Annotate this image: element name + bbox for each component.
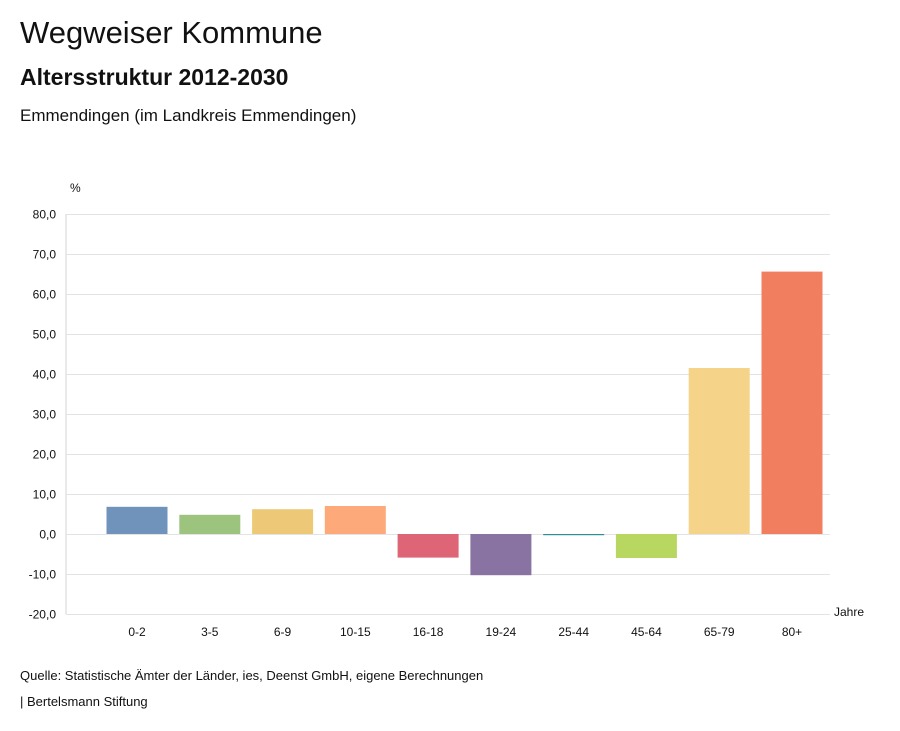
- x-tick-label: 80+: [782, 625, 802, 639]
- bar-10-15: [324, 506, 386, 534]
- y-tick-label: -20,0: [29, 608, 57, 622]
- y-tick-label: 20,0: [33, 448, 57, 462]
- x-tick-label: 3-5: [201, 625, 219, 639]
- y-tick-label: 50,0: [33, 328, 57, 342]
- page-title: Wegweiser Kommune: [20, 15, 323, 50]
- x-tick-label: 65-79: [704, 625, 735, 639]
- y-axis-unit: %: [70, 181, 81, 195]
- bar-6-9: [252, 509, 314, 534]
- x-tick-label: 16-18: [413, 625, 444, 639]
- x-tick-label: 10-15: [340, 625, 371, 639]
- bar-45-64: [615, 534, 677, 558]
- x-axis-ticks: 0-2 3-5 6-9 10-15 16-18 19-24 25-44 45-64 65-79 8…: [128, 625, 802, 639]
- bar-25-44: [543, 534, 605, 536]
- bar-16-18: [397, 534, 459, 558]
- y-axis-ticks: 80,0 70,0 60,0 50,0 40,0 30,0 20,0 10,0 0,0 -10,0…: [29, 208, 57, 622]
- chart-subtitle: Altersstruktur 2012-2030: [20, 64, 289, 90]
- x-tick-label: 0-2: [128, 625, 146, 639]
- x-axis-unit: Jahre: [834, 605, 864, 619]
- bar-80+: [761, 271, 823, 534]
- y-tick-label: 10,0: [33, 488, 57, 502]
- publisher-note: | Bertelsmann Stiftung: [20, 694, 148, 709]
- y-tick-label: 40,0: [33, 368, 57, 382]
- region-label: Emmendingen (im Landkreis Emmendingen): [20, 106, 357, 125]
- bar-65-79: [688, 368, 750, 534]
- y-tick-label: 60,0: [33, 288, 57, 302]
- bars: [106, 271, 823, 576]
- bar-3-5: [179, 514, 241, 534]
- bar-19-24: [470, 534, 532, 576]
- x-tick-label: 19-24: [486, 625, 517, 639]
- bar-0-2: [106, 506, 168, 534]
- source-note: Quelle: Statistische Ämter der Länder, i…: [20, 668, 484, 683]
- y-tick-label: 0,0: [39, 528, 56, 542]
- x-tick-label: 25-44: [558, 625, 589, 639]
- y-tick-label: 30,0: [33, 408, 57, 422]
- x-tick-label: 45-64: [631, 625, 662, 639]
- y-tick-label: 70,0: [33, 248, 57, 262]
- y-tick-label: -10,0: [29, 568, 57, 582]
- y-tick-label: 80,0: [33, 208, 57, 222]
- x-tick-label: 6-9: [274, 625, 292, 639]
